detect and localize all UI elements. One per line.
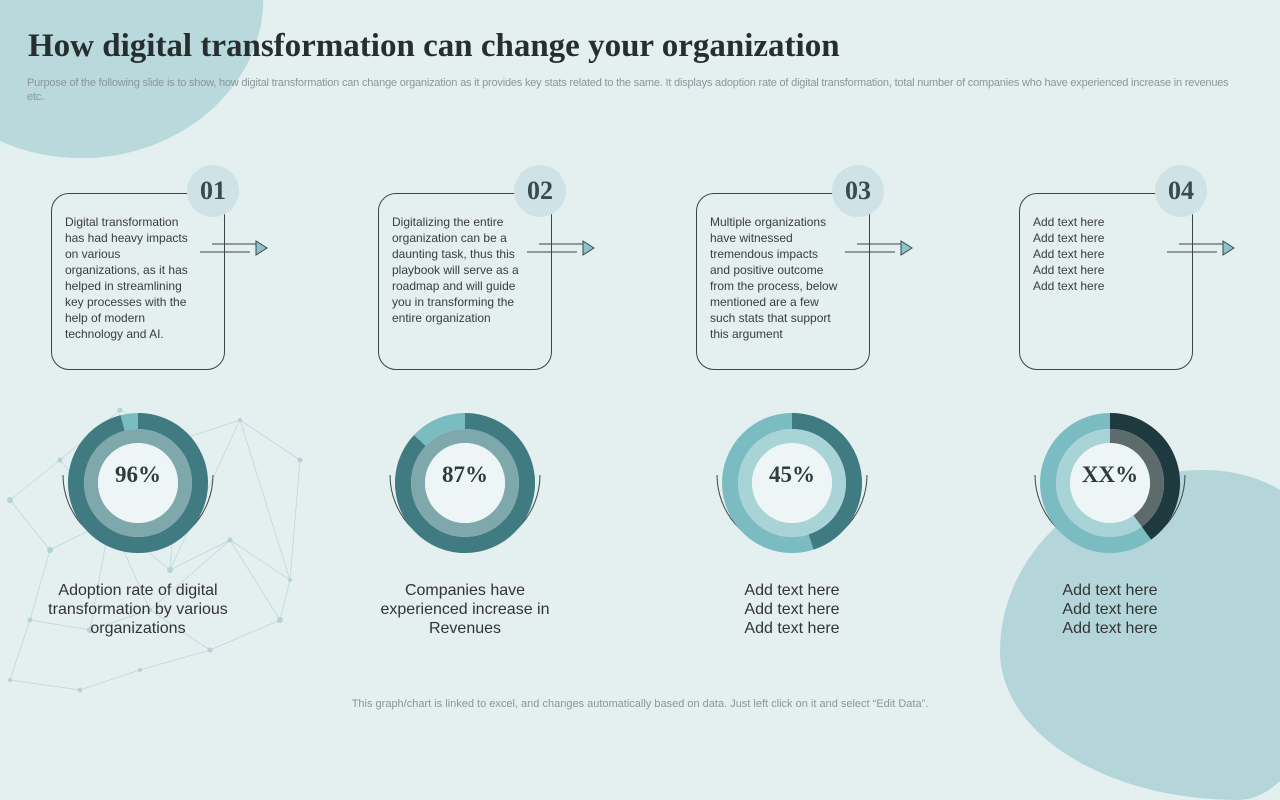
card-02: Digitalizing the entire organization can… <box>378 193 552 370</box>
donut-center <box>752 443 832 523</box>
card-text: Multiple organizations have witnessed tr… <box>710 215 838 341</box>
card-text: Digitalizing the entire organization can… <box>392 215 519 325</box>
arrow-right-icon <box>527 240 595 256</box>
ring-value <box>395 413 535 553</box>
inner-ring-value <box>1109 429 1164 527</box>
page-subtitle: Purpose of the following slide is to sho… <box>27 77 1229 103</box>
footer-note: This graph/chart is linked to excel, and… <box>351 698 929 710</box>
ring-value <box>791 413 862 550</box>
card-number: 03 <box>832 165 884 217</box>
card-number: 02 <box>514 165 566 217</box>
donut-chart-3 <box>716 413 868 553</box>
card-number: 01 <box>187 165 239 217</box>
inner-ring <box>411 429 519 537</box>
stat-caption: Add text here Add text here Add text her… <box>744 582 840 637</box>
arrow-right-icon <box>845 240 913 256</box>
stat-caption: Adoption rate of digital transformation … <box>48 582 228 637</box>
donut-center <box>98 443 178 523</box>
card-04: Add text here Add text here Add text her… <box>1019 193 1193 370</box>
card-01: Digital transformation has had heavy imp… <box>51 193 225 370</box>
donut-chart-2 <box>389 413 541 553</box>
stat-value: 45% <box>769 462 815 487</box>
inner-ring <box>84 429 192 537</box>
donut-chart-1 <box>62 413 214 553</box>
card-text: Add text here Add text here Add text her… <box>1033 215 1105 293</box>
ring-value <box>1109 413 1180 540</box>
ring-value <box>68 413 208 553</box>
donut-chart-4 <box>1034 413 1186 553</box>
card-03: Multiple organizations have witnessed tr… <box>696 193 870 370</box>
stat-value: 96% <box>115 462 161 487</box>
arrow-right-icon <box>1167 240 1235 256</box>
stat-value: 87% <box>442 462 488 487</box>
stat-caption: Companies have experienced increase in R… <box>380 582 550 637</box>
donut-center <box>425 443 505 523</box>
page-title: How digital transformation can change yo… <box>28 28 840 64</box>
stat-caption: Add text here Add text here Add text her… <box>1062 582 1158 637</box>
stat-value: XX% <box>1081 462 1139 487</box>
inner-ring <box>738 429 846 537</box>
donut-center <box>1070 443 1150 523</box>
arrow-right-icon <box>200 240 268 256</box>
card-text: Digital transformation has had heavy imp… <box>65 215 188 341</box>
card-number: 04 <box>1155 165 1207 217</box>
